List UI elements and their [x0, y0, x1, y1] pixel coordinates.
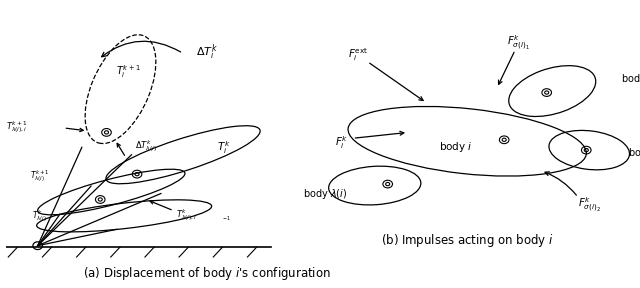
- Text: body $\sigma(i)_2$: body $\sigma(i)_2$: [628, 146, 640, 160]
- Text: $T_{\lambda(i)}^{k+1}$: $T_{\lambda(i)}^{k+1}$: [30, 169, 50, 185]
- Text: $F_{\sigma(i)_1}^k$: $F_{\sigma(i)_1}^k$: [508, 33, 531, 52]
- Text: $F_{\sigma(i)_2}^k$: $F_{\sigma(i)_2}^k$: [578, 196, 601, 214]
- Text: $^{-1}$: $^{-1}$: [221, 215, 230, 221]
- Text: $\Delta T_{\lambda(i)}^k$: $\Delta T_{\lambda(i)}^k$: [135, 139, 157, 156]
- Text: $\Delta T_i^k$: $\Delta T_i^k$: [196, 42, 218, 62]
- Text: $T_i^k$: $T_i^k$: [217, 139, 230, 156]
- Text: $T_{\lambda(i)}^k$: $T_{\lambda(i)}^k$: [32, 209, 47, 226]
- Text: $T_i^{k+1}$: $T_i^{k+1}$: [115, 63, 140, 80]
- Text: body $\lambda(i)$: body $\lambda(i)$: [303, 187, 347, 201]
- Text: $T_{\lambda(i),i}^{k+1}$: $T_{\lambda(i),i}^{k+1}$: [6, 120, 28, 136]
- Text: $F_i^{\rm ext}$: $F_i^{\rm ext}$: [348, 46, 368, 62]
- Text: (b) Impulses acting on body $i$: (b) Impulses acting on body $i$: [381, 232, 554, 249]
- Text: body $i$: body $i$: [439, 140, 473, 154]
- Text: $F_i^k$: $F_i^k$: [335, 134, 348, 151]
- Text: $T_{\lambda(i),i}^k$: $T_{\lambda(i),i}^k$: [175, 208, 197, 224]
- Text: (a) Displacement of body $i$'s configuration: (a) Displacement of body $i$'s configura…: [83, 265, 331, 282]
- Text: body $\sigma(i)_1$: body $\sigma(i)_1$: [621, 72, 640, 86]
